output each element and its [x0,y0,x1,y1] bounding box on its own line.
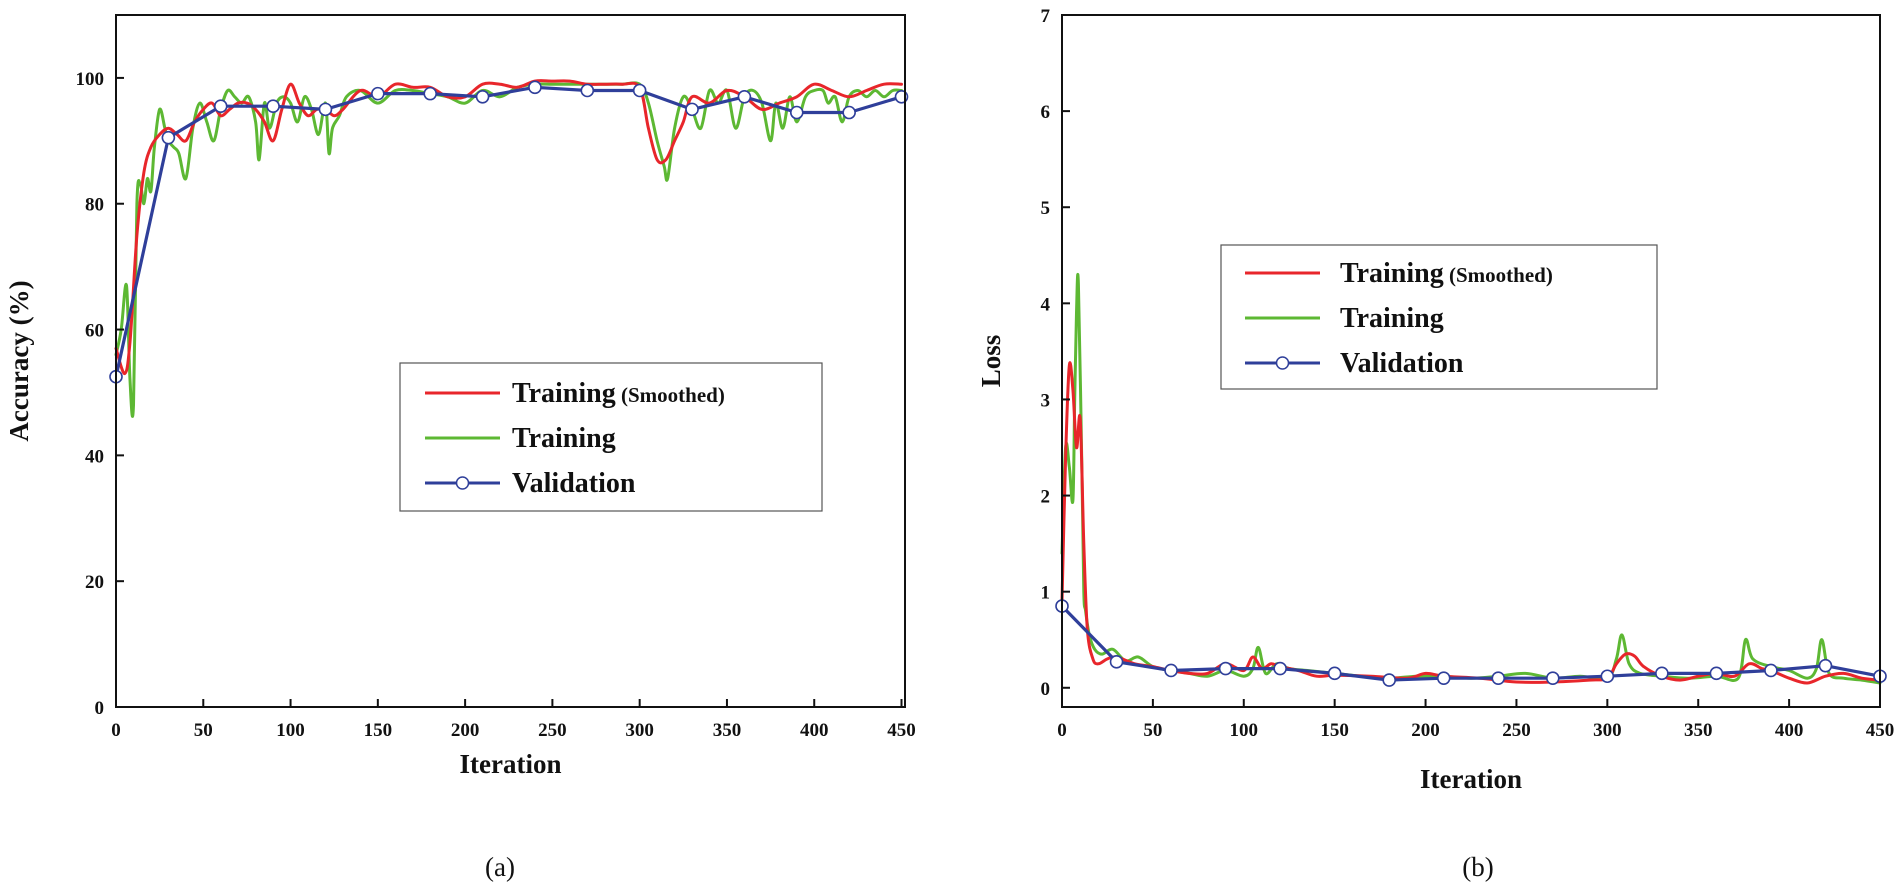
b-y-tick-label: 6 [1041,102,1051,123]
b-legend: Training (Smoothed) Training Validation [1220,244,1658,390]
a-validation-point [632,83,647,98]
b-y-axis-label: Loss [976,335,1006,388]
b-y-tick-label: 4 [1041,294,1051,315]
a-x-tick-label: 150 [364,720,393,741]
b-x-tick-label: 300 [1593,720,1622,741]
a-series-layer [114,79,904,418]
b-y-tick-label: 3 [1041,390,1051,411]
a-y-tick-label: 0 [95,698,105,719]
b-x-tick-label: 100 [1230,720,1259,741]
a-legend-label-training: Training [512,423,616,454]
a-x-tick-label: 400 [800,720,829,741]
b-y-tick-label: 1 [1041,583,1051,604]
b-x-tick-label: 350 [1684,720,1713,741]
a-x-tick-label: 350 [713,720,742,741]
b-validation-point [1164,663,1178,678]
a-validation-point [475,89,490,104]
b-y-tick-label: 5 [1041,198,1051,219]
b-validation-point [1218,661,1233,676]
a-y-tick-label: 20 [85,572,104,593]
a-validation-point [161,130,176,145]
a-validation-point [371,86,385,101]
panel-a: 0 50 100 150 200 250 300 350 400 450020406080100 … [4,14,916,882]
b-x-tick-label: 0 [1057,720,1067,741]
a-legend-marker-validation [455,476,470,490]
b-validation-point [1109,655,1124,669]
a-x-tick-label: 0 [111,720,121,741]
a-validation-point [266,99,280,114]
b-axes-layer: 0 50 100 150 200 250 300 350 400 450 0 1 2 3 4 5 6 7 [1041,6,1895,741]
a-x-tick-label: 50 [194,720,213,741]
a-legend-label-smoothed: Training (Smoothed) [512,378,725,409]
b-y-tick-label: 7 [1041,6,1051,27]
a-y-tick-label: 100 [76,69,105,90]
panel-label-b: (b) [1462,852,1493,882]
a-validation-point [528,80,542,95]
a-y-tick-label: 80 [85,195,104,216]
b-plot-frame [1061,14,1881,708]
b-series-smoothed-line [1060,361,1882,685]
b-legend-label-smoothed-main: Training [1340,258,1444,289]
b-markers-layer [1055,599,1887,687]
a-y-tick-label: 60 [85,321,104,342]
a-validation-point [842,105,856,120]
a-validation-point [318,102,333,117]
panel-b: 0 50 100 150 200 250 300 350 400 450 0 1 2 3 4 5 6 7 Iter… [976,6,1894,882]
b-x-tick-label: 250 [1502,720,1531,741]
a-x-tick-label: 250 [538,720,567,741]
a-x-tick-label: 300 [625,720,654,741]
a-plot-frame [115,14,906,708]
a-validation-point [737,89,752,104]
a-validation-point [789,105,804,120]
a-markers-layer [109,80,909,384]
a-legend: Training (Smoothed) Training Validation [399,362,823,512]
a-series-training-line [114,81,903,418]
b-y-tick-label: 2 [1041,487,1051,508]
panel-label-a: (a) [485,852,515,882]
b-validation-point [1273,661,1287,676]
a-validation-point [685,102,699,117]
b-legend-marker-validation [1275,356,1290,370]
b-legend-label-training: Training [1340,303,1444,334]
b-validation-point [1491,671,1506,685]
a-validation-point [213,99,228,114]
b-validation-point [1709,666,1724,681]
a-series-validation-line [114,85,904,379]
a-legend-label-smoothed-suffix: (Smoothed) [616,383,725,407]
b-validation-point [1546,671,1560,685]
a-y-axis-label: Accuracy (%) [4,280,34,441]
b-validation-point [1655,666,1669,681]
b-validation-point [1600,669,1615,684]
a-x-axis-label: Iteration [460,749,562,779]
b-y-tick-label: 0 [1041,679,1051,700]
b-validation-point [1436,671,1451,685]
b-x-tick-label: 400 [1775,720,1804,741]
b-series-validation-line [1060,604,1882,682]
b-validation-point [1327,666,1342,681]
a-legend-label-smoothed-main: Training [512,378,616,409]
b-validation-point [1818,658,1833,673]
a-x-tick-label: 200 [451,720,480,741]
b-series-layer [1060,273,1882,685]
a-axes-layer: 0 50 100 150 200 250 300 350 400 450 0 20 40 60 80 100 [76,69,916,741]
a-validation-point [580,83,595,98]
b-validation-point [1382,673,1396,687]
a-x-tick-label: 100 [276,720,305,741]
b-legend-label-smoothed: Training (Smoothed) [1340,258,1553,289]
b-x-tick-label: 450 [1866,720,1895,741]
b-validation-point [1764,663,1778,678]
b-x-axis-label: Iteration [1420,764,1522,794]
b-x-tick-label: 200 [1411,720,1440,741]
a-legend-label-validation: Validation [512,468,636,499]
b-legend-label-validation: Validation [1340,348,1464,379]
b-legend-label-smoothed-suffix: (Smoothed) [1444,263,1553,287]
a-y-tick-label: 40 [85,446,104,467]
a-x-tick-label: 450 [887,720,916,741]
b-x-tick-label: 150 [1320,720,1349,741]
a-validation-point [423,86,438,101]
b-x-tick-label: 50 [1143,720,1162,741]
